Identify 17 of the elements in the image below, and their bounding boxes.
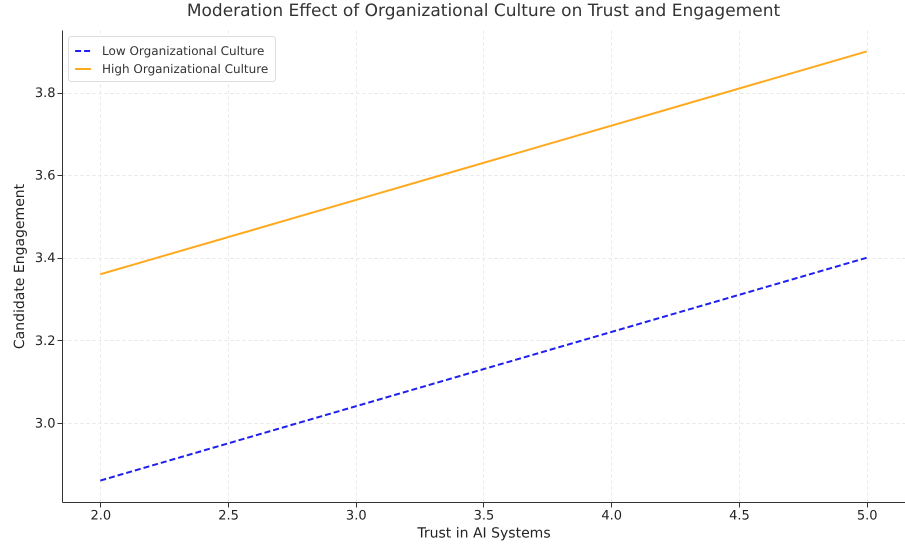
legend-label: High Organizational Culture — [102, 62, 268, 76]
x-tick-label: 5.0 — [856, 508, 878, 524]
x-tick-label: 4.5 — [729, 508, 750, 524]
legend-label: Low Organizational Culture — [102, 44, 264, 58]
y-tick-label: 3.2 — [34, 334, 56, 349]
x-tick-label: 3.0 — [346, 508, 367, 524]
x-tick-label: 4.0 — [601, 508, 622, 524]
x-tick-label: 2.0 — [90, 508, 112, 524]
y-tick-label: 3.4 — [34, 251, 56, 266]
x-axis-title: Trust in AI Systems — [416, 526, 551, 542]
y-tick-label: 3.0 — [34, 416, 56, 432]
y-axis-title: Candidate Engagement — [12, 183, 28, 350]
chart-title: Moderation Effect of Organizational Culture on Trust and Engagement — [186, 1, 780, 21]
x-tick-label: 3.5 — [474, 508, 494, 524]
y-tick-label: 3.6 — [34, 168, 56, 184]
x-tick-label: 2.5 — [218, 508, 239, 524]
y-tick-label: 3.8 — [34, 86, 56, 102]
